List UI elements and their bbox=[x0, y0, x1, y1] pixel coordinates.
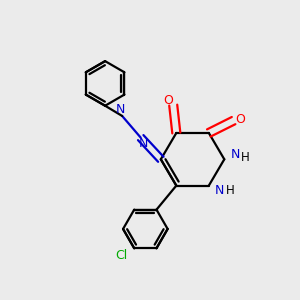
Text: N: N bbox=[139, 137, 148, 150]
Text: O: O bbox=[164, 94, 173, 107]
Text: H: H bbox=[241, 151, 250, 164]
Text: N: N bbox=[230, 148, 240, 161]
Text: Cl: Cl bbox=[116, 250, 128, 262]
Text: O: O bbox=[235, 112, 245, 125]
Text: N: N bbox=[215, 184, 224, 197]
Text: H: H bbox=[226, 184, 234, 197]
Text: N: N bbox=[116, 103, 125, 116]
